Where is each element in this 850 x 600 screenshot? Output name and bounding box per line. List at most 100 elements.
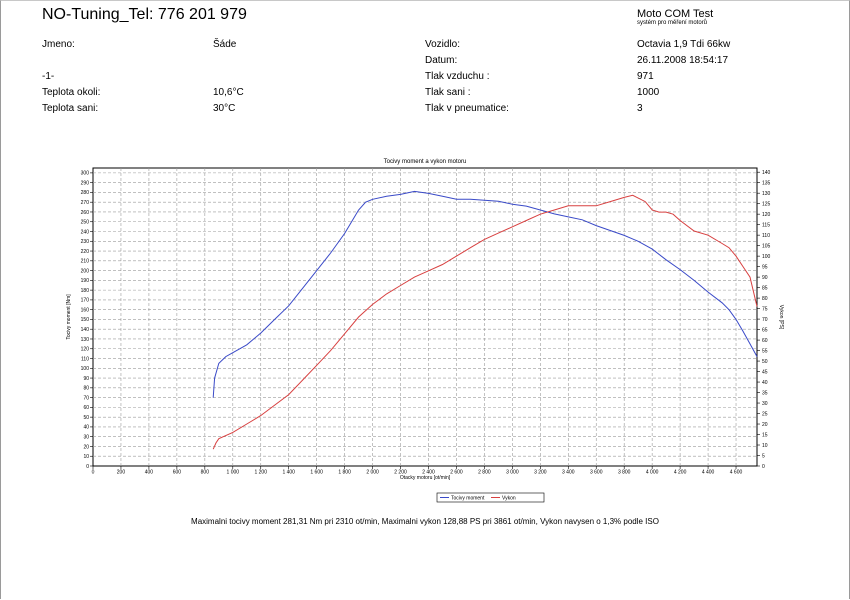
left-tick-label: 150 [81,317,90,323]
series-group [212,190,758,450]
right-tick-label: 120 [762,212,771,218]
legend: Tocivy moment Vykon [436,492,545,503]
x-tick-label: 2 000 [366,470,379,476]
left-tick-label: 0 [86,464,89,470]
right-tick-label: 45 [762,369,768,375]
right-tick-label: 20 [762,422,768,428]
right-tick-label: 35 [762,390,768,396]
left-tick-label: 250 [81,220,90,226]
right-tick-label: 15 [762,432,768,438]
x-tick-label: 2 600 [450,470,463,476]
x-tick-label: 800 [201,470,210,476]
left-tick-label: 190 [81,278,90,284]
info-label-datum: Datum: [425,55,458,66]
right-tick-label: 125 [762,201,771,207]
x-tick-label: 2 400 [422,470,435,476]
x-tick-label: 3 200 [534,470,547,476]
x-tick-label: 4 600 [730,470,743,476]
left-tick-label: 240 [81,229,90,235]
right-tick-label: 80 [762,296,768,302]
legend-label-torque: Tocivy moment [451,496,485,502]
legend-label-power: Vykon [502,496,516,502]
x-tick-label: 4 000 [646,470,659,476]
right-tick-label: 50 [762,359,768,365]
y-axis-left-label: Tocivy moment [Nm] [66,294,72,340]
x-tick-label: 3 000 [506,470,519,476]
left-tick-label: 40 [83,425,89,431]
right-tick-label: 60 [762,338,768,344]
x-tick-label: 1 000 [227,470,240,476]
x-tick-label: 3 800 [618,470,631,476]
chart-title: Tocivy moment a vykon motoru [384,159,467,165]
right-tick-label: 30 [762,401,768,407]
left-tick-label: 280 [81,190,90,196]
x-tick-label: 600 [173,470,182,476]
info-value-vozidlo: Octavia 1,9 Tdi 66kw [637,39,731,50]
info-label-teplota-okoli: Teplota okoli: [42,87,101,98]
info-label-teplota-sani: Teplota sani: [42,103,99,114]
left-tick-label: 270 [81,200,90,206]
x-tick-label: 3 400 [562,470,575,476]
plot-area [92,167,758,467]
left-tick-label: 210 [81,259,90,265]
x-tick-label: 0 [92,470,95,476]
right-tick-label: 135 [762,180,771,186]
left-tick-label: 90 [83,376,89,382]
right-tick-label: 70 [762,317,768,323]
info-value-tlak-sani: 1000 [637,87,660,98]
left-tick-label: 30 [83,434,89,440]
left-tick-label: 120 [81,347,90,353]
right-tick-label: 25 [762,411,768,417]
left-tick-label: 130 [81,337,90,343]
right-tick-label: 75 [762,306,768,312]
left-tick-label: 140 [81,327,90,333]
info-value-tlak-vzduchu: 971 [637,71,654,82]
left-tick-label: 290 [81,180,90,186]
right-axis-ticks: 0 5 10 15 20 25 30 35 40 45 50 55 60 65 70 75 80 85 90 95 10… [757,170,771,470]
info-label-jmeno: Jmeno: [42,39,75,50]
left-tick-label: 220 [81,249,90,255]
right-tick-label: 110 [762,233,770,239]
right-tick-label: 40 [762,380,768,386]
left-tick-label: 180 [81,288,90,294]
x-tick-label: 200 [117,470,126,476]
left-tick-label: 200 [81,268,90,274]
legend-box [436,492,545,503]
left-tick-label: 70 [83,395,89,401]
left-tick-label: 230 [81,239,90,245]
series-line-power [212,194,758,450]
brand-subtitle: systém pro měření motorů [637,20,708,26]
x-axis-label: Otacky motoru [ot/min] [400,475,451,481]
x-tick-label: 1 800 [338,470,351,476]
x-tick-label: 3 600 [590,470,603,476]
left-tick-label: 260 [81,210,90,216]
info-value-teplota-sani: 30°C [213,103,236,114]
info-label-vozidlo: Vozidlo: [425,39,461,50]
series-line-torque [212,190,758,398]
x-axis-ticks: 0 200 400 600 800 1 000 1 200 1 400 1 600 1 800 2 … [92,466,743,476]
footer-summary: Maximalni tocivy moment 281,31 Nm pri 23… [191,517,659,526]
x-tick-label: 1 400 [282,470,295,476]
right-tick-label: 5 [762,453,765,459]
left-tick-label: 100 [81,366,90,372]
x-tick-label: 400 [145,470,154,476]
left-tick-label: 80 [83,386,89,392]
x-tick-label: 4 400 [702,470,715,476]
right-tick-label: 105 [762,243,771,249]
left-tick-label: 10 [83,454,89,460]
left-tick-label: 110 [81,356,89,362]
info-value-jmeno: Šáde [213,39,237,50]
right-tick-label: 115 [762,222,770,228]
right-tick-label: 100 [762,254,771,260]
x-tick-label: 4 200 [674,470,687,476]
x-tick-label: 2 200 [394,470,407,476]
left-tick-label: 60 [83,405,89,411]
x-tick-label: 1 200 [254,470,267,476]
right-tick-label: 140 [762,170,771,176]
left-tick-label: 160 [81,307,90,313]
right-tick-label: 90 [762,275,768,281]
info-value-datum: 26.11.2008 18:54:17 [637,55,729,66]
right-tick-label: 130 [762,191,771,197]
info-label-tlak-pneumatice: Tlak v pneumatice: [425,103,509,114]
